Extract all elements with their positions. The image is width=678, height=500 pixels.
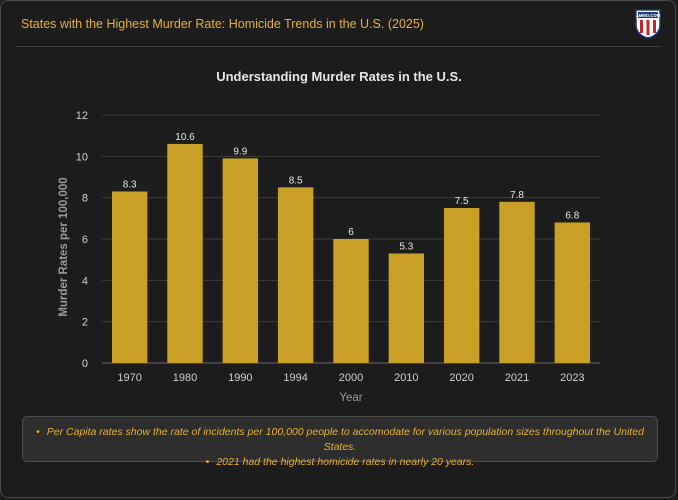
data-label: 10.6 <box>175 132 195 143</box>
bar-2000[interactable] <box>333 239 369 363</box>
data-label: 7.8 <box>510 190 524 201</box>
logo-text: AMMO.COM <box>636 13 661 18</box>
data-label: 5.3 <box>399 241 413 252</box>
y-tick-label: 6 <box>82 234 88 246</box>
data-label: 6.8 <box>565 210 579 221</box>
data-label: 8.3 <box>123 179 137 190</box>
notes-box: Per Capita rates show the rate of incide… <box>22 416 658 468</box>
bar-1970[interactable] <box>111 191 148 363</box>
y-tick-label: 8 <box>82 193 88 205</box>
bar-1980[interactable] <box>167 143 203 363</box>
x-tick-label: 2000 <box>339 372 363 384</box>
x-tick-label: 1980 <box>173 372 197 384</box>
x-tick-label: 2021 <box>505 372 529 384</box>
y-tick-label: 2 <box>82 317 88 329</box>
chart-title: Understanding Murder Rates in the U.S. <box>216 69 462 84</box>
data-label: 6 <box>348 227 354 238</box>
header-divider <box>15 46 661 47</box>
x-axis-label: Year <box>339 392 362 404</box>
x-tick-label: 1970 <box>117 372 141 384</box>
data-label: 8.5 <box>289 175 303 186</box>
x-tick-label: 2010 <box>394 372 418 384</box>
x-tick-label: 1990 <box>228 372 252 384</box>
x-tick-label: 1994 <box>283 372 307 384</box>
y-tick-label: 12 <box>76 110 88 122</box>
ammo-logo-icon: AMMO.COM <box>635 9 661 39</box>
bars <box>111 143 591 363</box>
bar-2010[interactable] <box>388 253 425 363</box>
y-tick-label: 10 <box>76 151 88 163</box>
bar-1994[interactable] <box>277 187 314 363</box>
bar-2021[interactable] <box>499 201 535 363</box>
x-tick-label: 2020 <box>449 372 473 384</box>
note-per-capita: Per Capita rates show the rate of incide… <box>23 425 657 455</box>
bar-chart: 0 2 4 6 8 10 12 8.3 1970 10.6 1980 9.9 1990 8.5 1994 6 2… <box>58 110 600 404</box>
x-tick-label: 2023 <box>560 372 584 384</box>
data-label: 7.5 <box>455 196 469 207</box>
y-tick-label: 0 <box>82 358 88 370</box>
labels: 0 2 4 6 8 10 12 8.3 1970 10.6 1980 9.9 1990 8.5 1994 6 2… <box>76 110 585 384</box>
y-axis-label: Murder Rates per 100,000 <box>58 177 70 316</box>
note-2021: 2021 had the highest homicide rates in n… <box>23 455 657 470</box>
bar-1990[interactable] <box>222 158 259 363</box>
page-header-title: States with the Highest Murder Rate: Hom… <box>21 17 424 31</box>
y-tick-label: 4 <box>82 275 88 287</box>
bar-2023[interactable] <box>554 222 591 363</box>
data-label: 9.9 <box>233 146 247 157</box>
bar-2020[interactable] <box>443 208 480 363</box>
